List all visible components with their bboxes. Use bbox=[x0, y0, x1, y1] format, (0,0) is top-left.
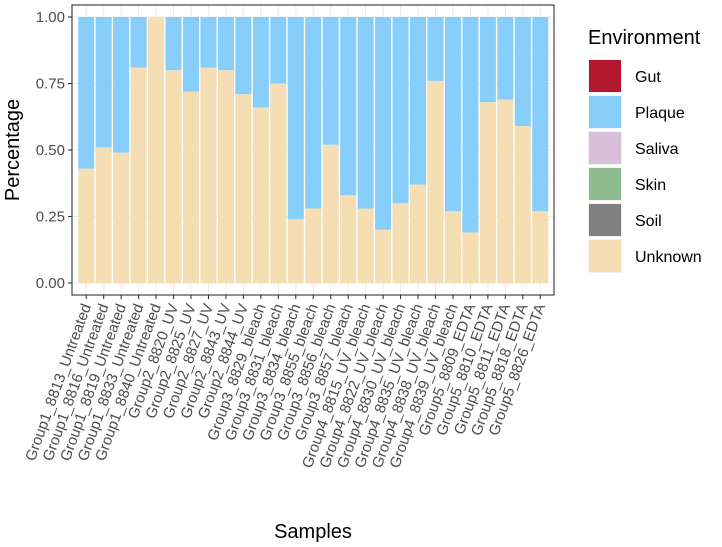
bar-segment-plaque bbox=[497, 17, 514, 100]
bar-segment-plaque bbox=[252, 17, 269, 108]
bar-segment-plaque bbox=[409, 17, 427, 185]
bar-segment-plaque bbox=[305, 17, 322, 209]
y-tick-label: 0.00 bbox=[36, 275, 65, 292]
y-axis-title: Percentage bbox=[2, 99, 24, 201]
bar-segment-plaque bbox=[200, 17, 217, 68]
bar-segment-unknown bbox=[322, 144, 339, 283]
bar-segment-unknown bbox=[182, 91, 200, 283]
bar-segment-unknown bbox=[235, 94, 252, 283]
bar-segment-plaque bbox=[217, 17, 234, 71]
bar-segment-plaque bbox=[113, 17, 130, 153]
bar-segment-unknown bbox=[270, 83, 287, 283]
legend-label-skin: Skin bbox=[635, 177, 666, 194]
bar-segment-unknown bbox=[200, 67, 217, 283]
bar-segment-plaque bbox=[392, 17, 409, 204]
bar-segment-plaque bbox=[427, 17, 444, 81]
bar-segment-plaque bbox=[165, 17, 182, 71]
bar-segment-plaque bbox=[444, 17, 461, 212]
legend-swatch-saliva bbox=[589, 132, 621, 164]
bar-segment-plaque bbox=[462, 17, 479, 233]
bar-segment-plaque bbox=[270, 17, 287, 84]
legend-swatch-skin bbox=[589, 168, 621, 200]
bar-segment-unknown bbox=[287, 219, 304, 283]
legend-label-soil: Soil bbox=[635, 213, 662, 230]
bar-segment-unknown bbox=[375, 229, 392, 283]
legend-swatch-gut bbox=[589, 60, 621, 92]
bar-segment-unknown bbox=[392, 203, 409, 283]
legend-label-unknown: Unknown bbox=[635, 249, 702, 266]
y-tick-label: 0.25 bbox=[36, 209, 65, 226]
bar-segment-unknown bbox=[165, 70, 182, 283]
bar-segment-unknown bbox=[532, 211, 549, 283]
bar-segment-unknown bbox=[217, 70, 234, 283]
bar-segment-plaque bbox=[479, 17, 496, 103]
bars bbox=[78, 17, 549, 284]
bar-segment-unknown bbox=[130, 67, 147, 283]
legend: Environment Gut Plaque Saliva Skin Soil Unkno… bbox=[588, 27, 702, 273]
legend-title: Environment bbox=[588, 27, 701, 49]
bar-segment-unknown bbox=[357, 208, 374, 283]
x-axis: Group1_8813_UntreatedGroup1_8816_Untreat… bbox=[22, 295, 549, 470]
legend-label-saliva: Saliva bbox=[635, 141, 679, 158]
bar-segment-plaque bbox=[130, 17, 147, 68]
bar-segment-plaque bbox=[532, 17, 549, 212]
bar-segment-unknown bbox=[305, 208, 322, 283]
bar-segment-plaque bbox=[340, 17, 357, 196]
bar-segment-plaque bbox=[182, 17, 200, 92]
bar-segment-plaque bbox=[322, 17, 339, 145]
bar-segment-unknown bbox=[252, 107, 269, 283]
bar-segment-unknown bbox=[409, 184, 427, 283]
bar-segment-unknown bbox=[497, 99, 514, 284]
bar-segment-plaque bbox=[95, 17, 112, 148]
legend-swatch-plaque bbox=[589, 96, 621, 128]
y-tick-label: 1.00 bbox=[36, 9, 65, 26]
bar-segment-plaque bbox=[235, 17, 252, 95]
bar-segment-unknown bbox=[479, 102, 496, 284]
legend-label-gut: Gut bbox=[635, 69, 661, 86]
legend-swatch-soil bbox=[589, 204, 621, 236]
bar-segment-unknown bbox=[340, 195, 357, 283]
bar-segment-unknown bbox=[427, 80, 444, 283]
bar-segment-plaque bbox=[357, 17, 374, 209]
bar-segment-unknown bbox=[95, 147, 112, 283]
legend-label-plaque: Plaque bbox=[635, 105, 685, 122]
bar-segment-unknown bbox=[78, 168, 95, 283]
bar-segment-plaque bbox=[78, 17, 95, 169]
x-axis-title: Samples bbox=[274, 521, 352, 543]
bar-segment-plaque bbox=[375, 17, 392, 230]
bar-segment-plaque bbox=[287, 17, 304, 220]
y-tick-label: 0.50 bbox=[36, 142, 65, 159]
bar-segment-unknown bbox=[444, 211, 461, 283]
bar-segment-unknown bbox=[514, 126, 531, 283]
legend-swatch-unknown bbox=[589, 240, 621, 272]
y-axis: 0.00 0.25 0.50 0.75 1.00 bbox=[36, 9, 72, 292]
bar-segment-unknown bbox=[462, 232, 479, 283]
y-tick-label: 0.75 bbox=[36, 76, 65, 93]
bar-segment-unknown bbox=[113, 152, 130, 283]
bar-segment-unknown bbox=[148, 17, 165, 283]
bar-segment-plaque bbox=[514, 17, 531, 127]
